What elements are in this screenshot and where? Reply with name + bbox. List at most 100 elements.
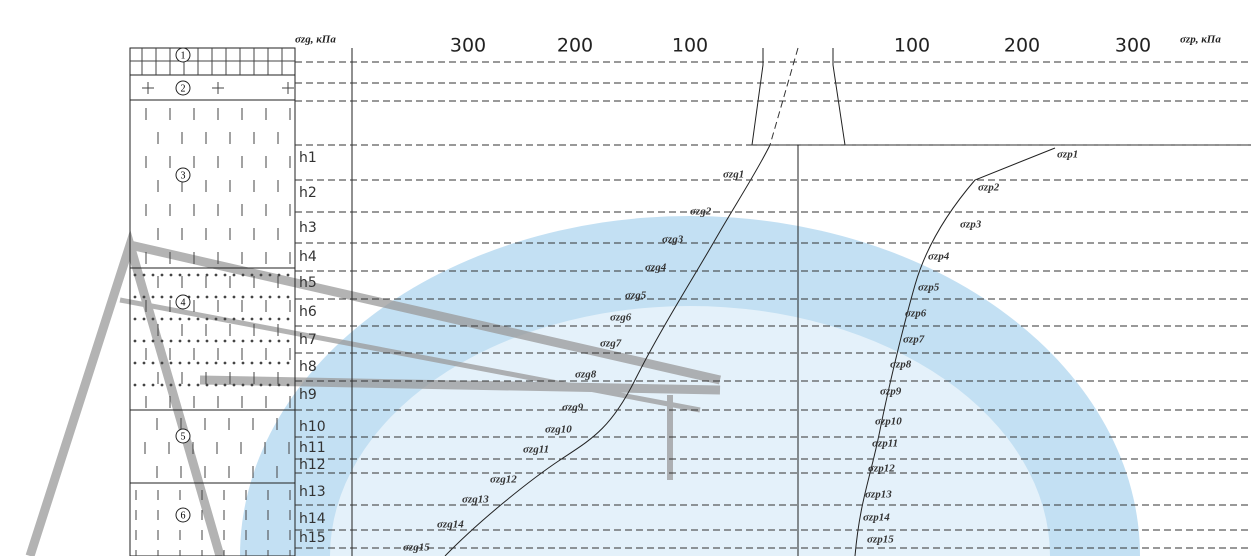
dot	[197, 340, 199, 342]
dot	[278, 362, 280, 364]
sigma-zg-label: σzg3	[662, 234, 684, 246]
dot	[242, 296, 244, 298]
dot	[224, 274, 226, 276]
dot	[188, 274, 190, 276]
right-tick-label: 300	[1115, 35, 1151, 57]
dot	[251, 340, 253, 342]
depth-label: h10	[299, 419, 326, 435]
depth-label: h1	[299, 150, 317, 166]
dot	[188, 340, 190, 342]
dot	[242, 274, 244, 276]
sigma-zg-label: σzg10	[545, 424, 572, 436]
dot	[134, 384, 136, 386]
dot	[278, 384, 280, 386]
dot	[224, 384, 226, 386]
dot	[179, 274, 181, 276]
dot	[269, 384, 271, 386]
sigma-zp-label: σzp6	[905, 308, 927, 320]
dot	[278, 318, 280, 320]
sigma-zg-label: σzg15	[403, 542, 430, 554]
dot	[206, 296, 208, 298]
depth-label: h8	[299, 359, 317, 375]
depth-label: h12	[299, 457, 326, 473]
depth-label: h15	[299, 530, 326, 546]
sigma-zp-label: σzp8	[890, 359, 912, 371]
dot	[161, 384, 163, 386]
dot	[215, 296, 217, 298]
sigma-zp-label: σzp12	[868, 463, 895, 475]
dot	[233, 362, 235, 364]
depth-label: h2	[299, 185, 317, 201]
left-tick-label: 300	[450, 35, 486, 57]
dot	[287, 274, 289, 276]
sigma-zp-label: σzp4	[928, 251, 950, 263]
sigma-zg-label: σzg12	[490, 474, 517, 486]
dot	[269, 362, 271, 364]
sigma-zp-label: σzp1	[1057, 149, 1078, 161]
dot	[260, 296, 262, 298]
dot	[260, 274, 262, 276]
dot	[179, 340, 181, 342]
dot	[224, 296, 226, 298]
dot	[269, 318, 271, 320]
dot	[233, 384, 235, 386]
dot	[242, 318, 244, 320]
sigma-zg-label: σzg13	[462, 494, 489, 506]
sigma-zp-label: σzp3	[960, 219, 982, 231]
dot	[179, 384, 181, 386]
dot	[143, 296, 145, 298]
layer-number: 3	[181, 170, 186, 181]
sigma-zg-label: σzg8	[575, 369, 597, 381]
dot	[134, 318, 136, 320]
dot	[179, 318, 181, 320]
layer-number: 6	[181, 510, 186, 521]
sigma-zg-label: σzg2	[690, 206, 712, 218]
sigma-zp-label: σzp14	[863, 512, 890, 524]
dot	[152, 362, 154, 364]
dot	[143, 362, 145, 364]
sigma-zg-label: σzg7	[600, 338, 622, 350]
sigma-zp-label: σzp5	[918, 282, 940, 294]
dot	[170, 362, 172, 364]
axis-right-label: σzp, кПа	[1180, 34, 1221, 46]
dot	[197, 296, 199, 298]
dot	[161, 340, 163, 342]
dot	[287, 384, 289, 386]
depth-label: h4	[299, 249, 317, 265]
dot	[161, 296, 163, 298]
layer-number: 5	[181, 431, 186, 442]
layer-number: 1	[181, 50, 186, 61]
foundation	[752, 48, 845, 145]
sigma-zp-label: σzp7	[903, 334, 925, 346]
dot	[170, 296, 172, 298]
dot	[152, 340, 154, 342]
dot	[278, 296, 280, 298]
dot	[224, 362, 226, 364]
dot	[161, 274, 163, 276]
dot	[143, 274, 145, 276]
dot	[206, 318, 208, 320]
dot	[251, 362, 253, 364]
dot	[206, 384, 208, 386]
sigma-zg-label: σzg1	[723, 169, 744, 181]
dot	[188, 318, 190, 320]
dot	[170, 384, 172, 386]
dot	[206, 362, 208, 364]
dot	[134, 296, 136, 298]
depth-label: h5	[299, 275, 317, 291]
dot	[179, 362, 181, 364]
dot	[251, 274, 253, 276]
dot	[251, 296, 253, 298]
dot	[260, 362, 262, 364]
right-tick-label: 100	[894, 35, 930, 57]
dot	[287, 296, 289, 298]
layer-number: 2	[181, 83, 186, 94]
depth-label: h11	[299, 440, 326, 456]
dot	[152, 274, 154, 276]
dot	[215, 362, 217, 364]
dot	[242, 362, 244, 364]
dot	[251, 384, 253, 386]
dot	[269, 296, 271, 298]
dot	[197, 384, 199, 386]
depth-label: h9	[299, 387, 317, 403]
